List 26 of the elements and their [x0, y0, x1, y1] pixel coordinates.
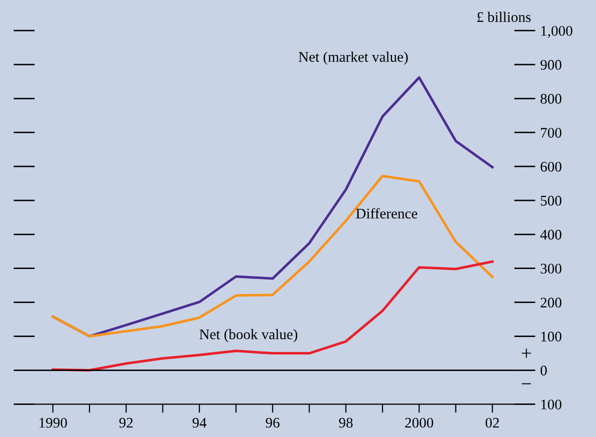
series-label: Net (book value): [200, 329, 298, 342]
y-tick-label: 1,000: [541, 26, 572, 38]
x-tick-label: 92: [119, 418, 133, 428]
y-tick-label: 500: [540, 196, 562, 206]
x-tick-label: 96: [266, 418, 280, 428]
y-tick-label: 900: [540, 60, 562, 70]
y-axis-title: £ billions: [477, 12, 531, 22]
y-tick-label: 200: [540, 298, 562, 308]
x-tick-label: 1990: [40, 418, 67, 428]
x-tick-label: 98: [339, 418, 353, 428]
y-tick-label: 0: [540, 366, 547, 376]
x-tick-label: 2000: [405, 418, 434, 428]
y-tick-label: 400: [540, 230, 562, 240]
text: −: [522, 383, 531, 384]
x-tick-label: 94: [192, 418, 206, 428]
y-tick-label: 700: [541, 128, 562, 138]
y-tick-label: 800: [540, 94, 562, 104]
x-tick-label: 02: [486, 418, 499, 428]
line-series: [52, 260, 494, 372]
text: +: [522, 348, 531, 358]
y-tick-label: 100: [541, 332, 562, 342]
series-label: Difference: [356, 208, 418, 219]
y-tick-label: 600: [540, 162, 562, 172]
y-tick-label: 100: [541, 400, 562, 410]
y-tick-label: 300: [540, 264, 562, 274]
series-label: Net (market value): [298, 52, 408, 65]
